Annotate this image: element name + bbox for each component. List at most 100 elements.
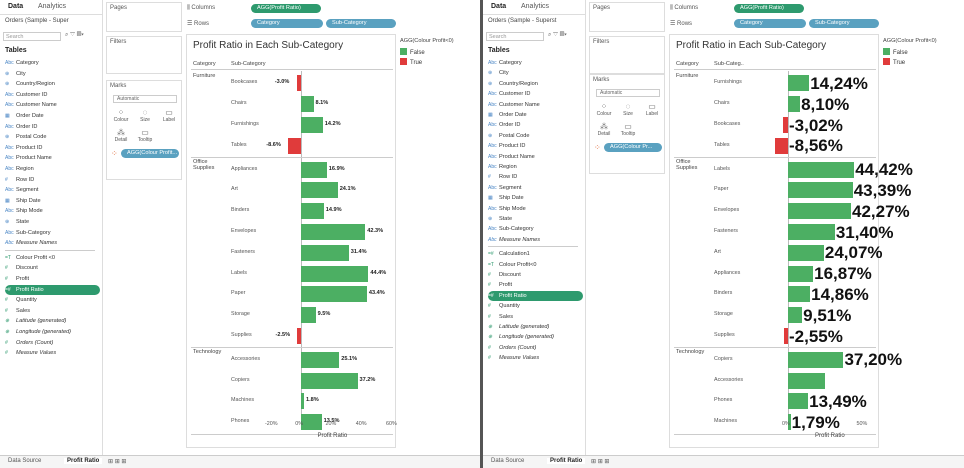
bar-mark[interactable] — [788, 244, 824, 261]
dimension-field[interactable]: Abc Region — [488, 162, 517, 172]
tab-profit-ratio-sheet[interactable]: Profit Ratio — [547, 458, 586, 464]
measure-field[interactable]: # Measure Values — [5, 348, 56, 358]
bar-mark[interactable] — [788, 161, 855, 178]
measure-field[interactable]: ⊕ Longitude (generated) — [488, 332, 554, 342]
dimension-field[interactable]: Abc Order ID — [488, 120, 520, 130]
rows-pill-subcategory[interactable]: Sub-Category — [326, 19, 396, 28]
bar-mark[interactable] — [301, 265, 369, 282]
columns-pill[interactable]: AGG(Profit Ratio) — [251, 4, 321, 13]
measure-field[interactable]: ⊕ Latitude (generated) — [488, 322, 549, 332]
bar-mark[interactable] — [301, 203, 324, 220]
bar-mark[interactable] — [775, 137, 788, 154]
bar-mark[interactable] — [301, 414, 322, 431]
dimension-field[interactable]: Abc Region — [5, 164, 34, 174]
measure-field[interactable]: # Quantity — [488, 301, 520, 311]
dimension-field[interactable]: Abc Product ID — [488, 141, 525, 151]
dimension-field[interactable]: Abc Customer Name — [5, 100, 57, 110]
dimension-field[interactable]: Abc Segment — [488, 183, 521, 193]
tooltip-button[interactable]: ▭ Tooltip — [135, 129, 155, 144]
detail-button[interactable]: ⁂ Detail — [111, 129, 131, 144]
filters-card[interactable]: Filters — [589, 36, 665, 74]
rows-pill-category[interactable]: Category — [734, 19, 806, 28]
bar-mark[interactable] — [301, 117, 323, 133]
data-source-name[interactable]: Orders (Sample - Super — [5, 18, 69, 24]
legend-item-false[interactable]: False — [400, 48, 425, 56]
bar-mark[interactable] — [301, 182, 338, 199]
bar-mark[interactable] — [784, 328, 788, 344]
color-legend[interactable]: AGG(Colour Profit<0) False True — [881, 34, 961, 74]
bar-mark[interactable] — [788, 372, 826, 389]
color-legend[interactable]: AGG(Colour Profit<0) False True — [398, 34, 478, 74]
dimension-field[interactable]: Abc Product Name — [5, 153, 52, 163]
dimension-field[interactable]: Abc Order ID — [5, 122, 37, 132]
bar-mark[interactable] — [788, 414, 791, 431]
measure-field[interactable]: ⊕ Longitude (generated) — [5, 327, 71, 337]
tab-data[interactable]: Data — [8, 3, 24, 10]
dimension-field[interactable]: Abc Sub-Category — [5, 228, 51, 238]
new-sheet-icons[interactable]: ⊞ ⊞ ⊞ — [108, 459, 127, 465]
color-pill[interactable]: AGG(Colour Profit... — [121, 149, 179, 158]
bar-mark[interactable] — [296, 75, 302, 92]
dimension-field[interactable]: ▦ Order Date — [488, 110, 527, 120]
dimension-field[interactable]: Abc Category — [5, 58, 39, 68]
color-pill[interactable]: AGG(Colour Pr... — [604, 143, 662, 152]
rows-pill-subcategory[interactable]: Sub-Category — [809, 19, 879, 28]
bar-mark[interactable] — [297, 328, 302, 344]
measure-field[interactable]: =T Colour Profit <0 — [5, 253, 55, 263]
tab-data[interactable]: Data — [491, 3, 507, 10]
dimension-field[interactable]: ▦ Ship Date — [5, 196, 41, 206]
dimension-field[interactable]: Abc Ship Mode — [5, 206, 43, 216]
columns-shelf[interactable]: ⫼ Columns AGG(Profit Ratio) — [666, 2, 878, 16]
label-button[interactable]: ▭ Label — [159, 109, 179, 124]
dimension-field[interactable]: ⊕ Postal Code — [5, 132, 46, 142]
bar-mark[interactable] — [788, 265, 814, 282]
tab-analytics[interactable]: Analytics — [521, 3, 550, 10]
size-button[interactable]: ◌ Size — [135, 109, 155, 124]
measure-field[interactable]: =# Profit Ratio — [488, 290, 583, 301]
bar-mark[interactable] — [788, 393, 809, 410]
bar-mark[interactable] — [301, 307, 316, 324]
measure-field[interactable]: # Discount — [5, 263, 38, 273]
pages-card[interactable]: Pages — [106, 2, 182, 32]
tab-data-source[interactable]: Data Source — [491, 458, 525, 464]
color-button[interactable]: ⁘ Colour — [594, 103, 614, 118]
rows-shelf[interactable]: ☰ Rows Category Sub-Category — [666, 17, 879, 31]
dimension-field[interactable]: Abc Measure Names — [488, 235, 540, 245]
bar-mark[interactable] — [788, 286, 811, 303]
bar-mark[interactable] — [788, 182, 853, 199]
legend-item-true[interactable]: True — [400, 58, 422, 66]
bar-mark[interactable] — [301, 286, 367, 303]
bar-mark[interactable] — [301, 372, 358, 389]
bar-mark[interactable] — [788, 203, 852, 220]
dimension-field[interactable]: Abc Product Name — [488, 152, 535, 162]
tab-profit-ratio-sheet[interactable]: Profit Ratio — [64, 458, 103, 464]
dimension-field[interactable]: ⊕ Postal Code — [488, 131, 529, 141]
measure-field[interactable]: # Measure Values — [488, 353, 539, 363]
measure-field[interactable]: # Sales — [5, 306, 30, 316]
measure-field[interactable]: ⊕ Latitude (generated) — [5, 316, 66, 326]
tooltip-button[interactable]: ▭ Tooltip — [618, 123, 638, 138]
dimension-field[interactable]: ⊕ Country/Region — [488, 79, 538, 89]
legend-item-true[interactable]: True — [883, 58, 905, 66]
bar-mark[interactable] — [788, 224, 835, 240]
bar-mark[interactable] — [788, 75, 810, 92]
bar-mark[interactable] — [301, 161, 327, 178]
measure-field[interactable]: =T Colour Profit<0 — [488, 260, 536, 270]
dimension-field[interactable]: ⊕ City — [488, 68, 509, 78]
bar-mark[interactable] — [301, 244, 349, 261]
dimension-field[interactable]: Abc Ship Mode — [488, 204, 526, 214]
search-input[interactable]: Search — [486, 32, 544, 41]
dimension-field[interactable]: ⊕ State — [5, 217, 29, 227]
dimension-field[interactable]: Abc Customer ID — [5, 90, 47, 100]
dimension-field[interactable]: # Row ID — [5, 175, 34, 185]
data-source-name[interactable]: Orders (Sample - Superst — [488, 18, 557, 24]
bar-mark[interactable] — [301, 351, 340, 368]
filter-sort-icons[interactable]: ⌕ ▽ ▤▾ — [548, 32, 567, 38]
tab-analytics[interactable]: Analytics — [38, 3, 67, 10]
bar-mark[interactable] — [301, 224, 366, 240]
dimension-field[interactable]: Abc Measure Names — [5, 238, 57, 248]
measure-field[interactable]: # Profit — [5, 274, 29, 284]
measure-field[interactable]: # Discount — [488, 270, 521, 280]
filter-sort-icons[interactable]: ⌕ ▽ ▤▾ — [65, 32, 84, 38]
bar-mark[interactable] — [301, 393, 304, 410]
